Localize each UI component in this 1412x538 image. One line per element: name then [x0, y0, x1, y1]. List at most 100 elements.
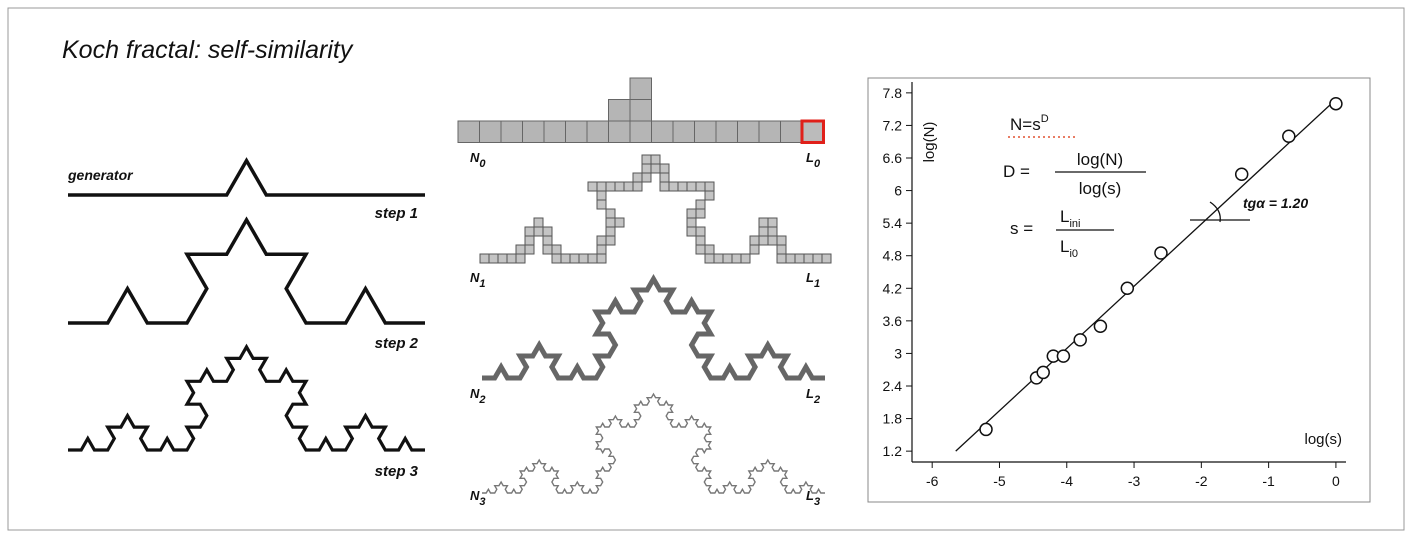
n-label-sub: 2: [478, 394, 485, 406]
box-cell: [632, 181, 643, 192]
formula-power: N=sD: [1010, 113, 1049, 134]
koch-step3: [68, 343, 425, 452]
box-cell: [457, 120, 480, 143]
box-cell: [641, 172, 652, 183]
x-tick-label: -2: [1195, 473, 1208, 489]
n-label: N3: [470, 488, 486, 508]
box-cell: [704, 190, 715, 201]
box-cell: [740, 253, 751, 264]
formula-power-sup: D: [1041, 113, 1049, 125]
box-cell: [776, 253, 787, 264]
l-label-base: L: [806, 270, 814, 285]
box-cell: [695, 235, 706, 246]
x-tick-label: 0: [1332, 473, 1340, 489]
box-cell: [686, 217, 697, 228]
n-label: N1: [470, 270, 486, 290]
l-label-sub: 3: [814, 496, 820, 508]
box-cell: [785, 253, 796, 264]
l-label-base: L: [806, 150, 814, 165]
koch-box3: [482, 274, 825, 381]
chart: 1.2 1.8 2.4 3 3.6 4.2 4.8 5.4 6 6.6 7.2 7.8 -6 -5 -4 -3…: [883, 82, 1346, 489]
box-cell: [704, 244, 715, 255]
box-cell: [542, 244, 553, 255]
data-point: [979, 422, 993, 437]
box-cell: [650, 163, 661, 174]
n-label-base: N: [470, 488, 480, 503]
box-cell: [605, 208, 616, 219]
box-cell: [767, 235, 778, 246]
slope-arc: [1209, 201, 1221, 223]
y-tick-label: 6: [894, 183, 902, 199]
formula-den-base: L: [1060, 237, 1069, 256]
box-cell: [758, 226, 769, 237]
n-label: N2: [470, 386, 486, 406]
box-cell: [596, 244, 607, 255]
box-cell: [551, 253, 562, 264]
box-cell: [794, 253, 805, 264]
formula-lhs: D =: [1003, 162, 1030, 181]
formula-num-sub: ini: [1069, 218, 1080, 230]
box-cell: [677, 181, 688, 192]
step-label: step 2: [375, 335, 419, 352]
formula-num-base: L: [1060, 207, 1069, 226]
box-cell: [488, 253, 499, 264]
y-tick-label: 7.2: [883, 117, 903, 133]
n-label-sub: 0: [479, 158, 486, 170]
box-cell: [522, 120, 545, 143]
box-cell: [497, 253, 508, 264]
figure-title: Koch fractal: self-similarity: [62, 36, 354, 64]
data-point: [1036, 365, 1050, 380]
step-label: step 3: [375, 463, 419, 480]
box-cell: [695, 199, 706, 210]
box-cell: [565, 120, 588, 143]
box-cell: [596, 253, 607, 264]
box-cell: [695, 181, 706, 192]
box-cell: [668, 181, 679, 192]
koch-box4: [482, 392, 825, 494]
box-cell: [560, 253, 571, 264]
box-cell: [533, 217, 544, 228]
box-cell: [524, 226, 535, 237]
data-point: [1073, 333, 1087, 347]
box-cell: [641, 163, 652, 174]
box-cell: [704, 181, 715, 192]
box-cell: [767, 217, 778, 228]
box-cell: [659, 172, 670, 183]
box-cell: [587, 181, 598, 192]
box-cell: [542, 235, 553, 246]
box-cell: [731, 253, 742, 264]
box-cell: [614, 181, 625, 192]
box-cell: [629, 99, 652, 122]
box-cell: [608, 99, 631, 122]
box-cell: [614, 217, 625, 228]
box-cell: [659, 181, 670, 192]
box-cell: [596, 181, 607, 192]
box-cell: [758, 235, 769, 246]
step-label: step 1: [375, 205, 418, 222]
box-cell: [780, 120, 803, 143]
y-tick-label: 4.8: [883, 248, 903, 264]
y-axis-label: log(N): [921, 122, 938, 163]
box-cell: [749, 235, 760, 246]
box-cell: [659, 163, 670, 174]
box-cell: [524, 235, 535, 246]
l-label: L3: [806, 488, 820, 508]
formula-den: log(s): [1079, 179, 1122, 198]
box-cell: [800, 119, 825, 144]
box-cell: [605, 226, 616, 237]
box-cell: [694, 120, 717, 143]
box-cell: [758, 217, 769, 228]
box-cell: [651, 120, 674, 143]
data-point: [1329, 96, 1343, 111]
chart-frame: [867, 77, 1371, 503]
slope-label: tgα = 1.20: [1243, 195, 1308, 211]
box-cell: [722, 253, 733, 264]
box-cell: [596, 190, 607, 201]
n-label-sub: 3: [479, 496, 485, 508]
box-cell: [596, 199, 607, 210]
formula-power-base: N=s: [1010, 115, 1041, 134]
box-cell: [776, 244, 787, 255]
box-cell: [533, 226, 544, 237]
frame: [7, 7, 1405, 531]
box-cell: [776, 235, 787, 246]
